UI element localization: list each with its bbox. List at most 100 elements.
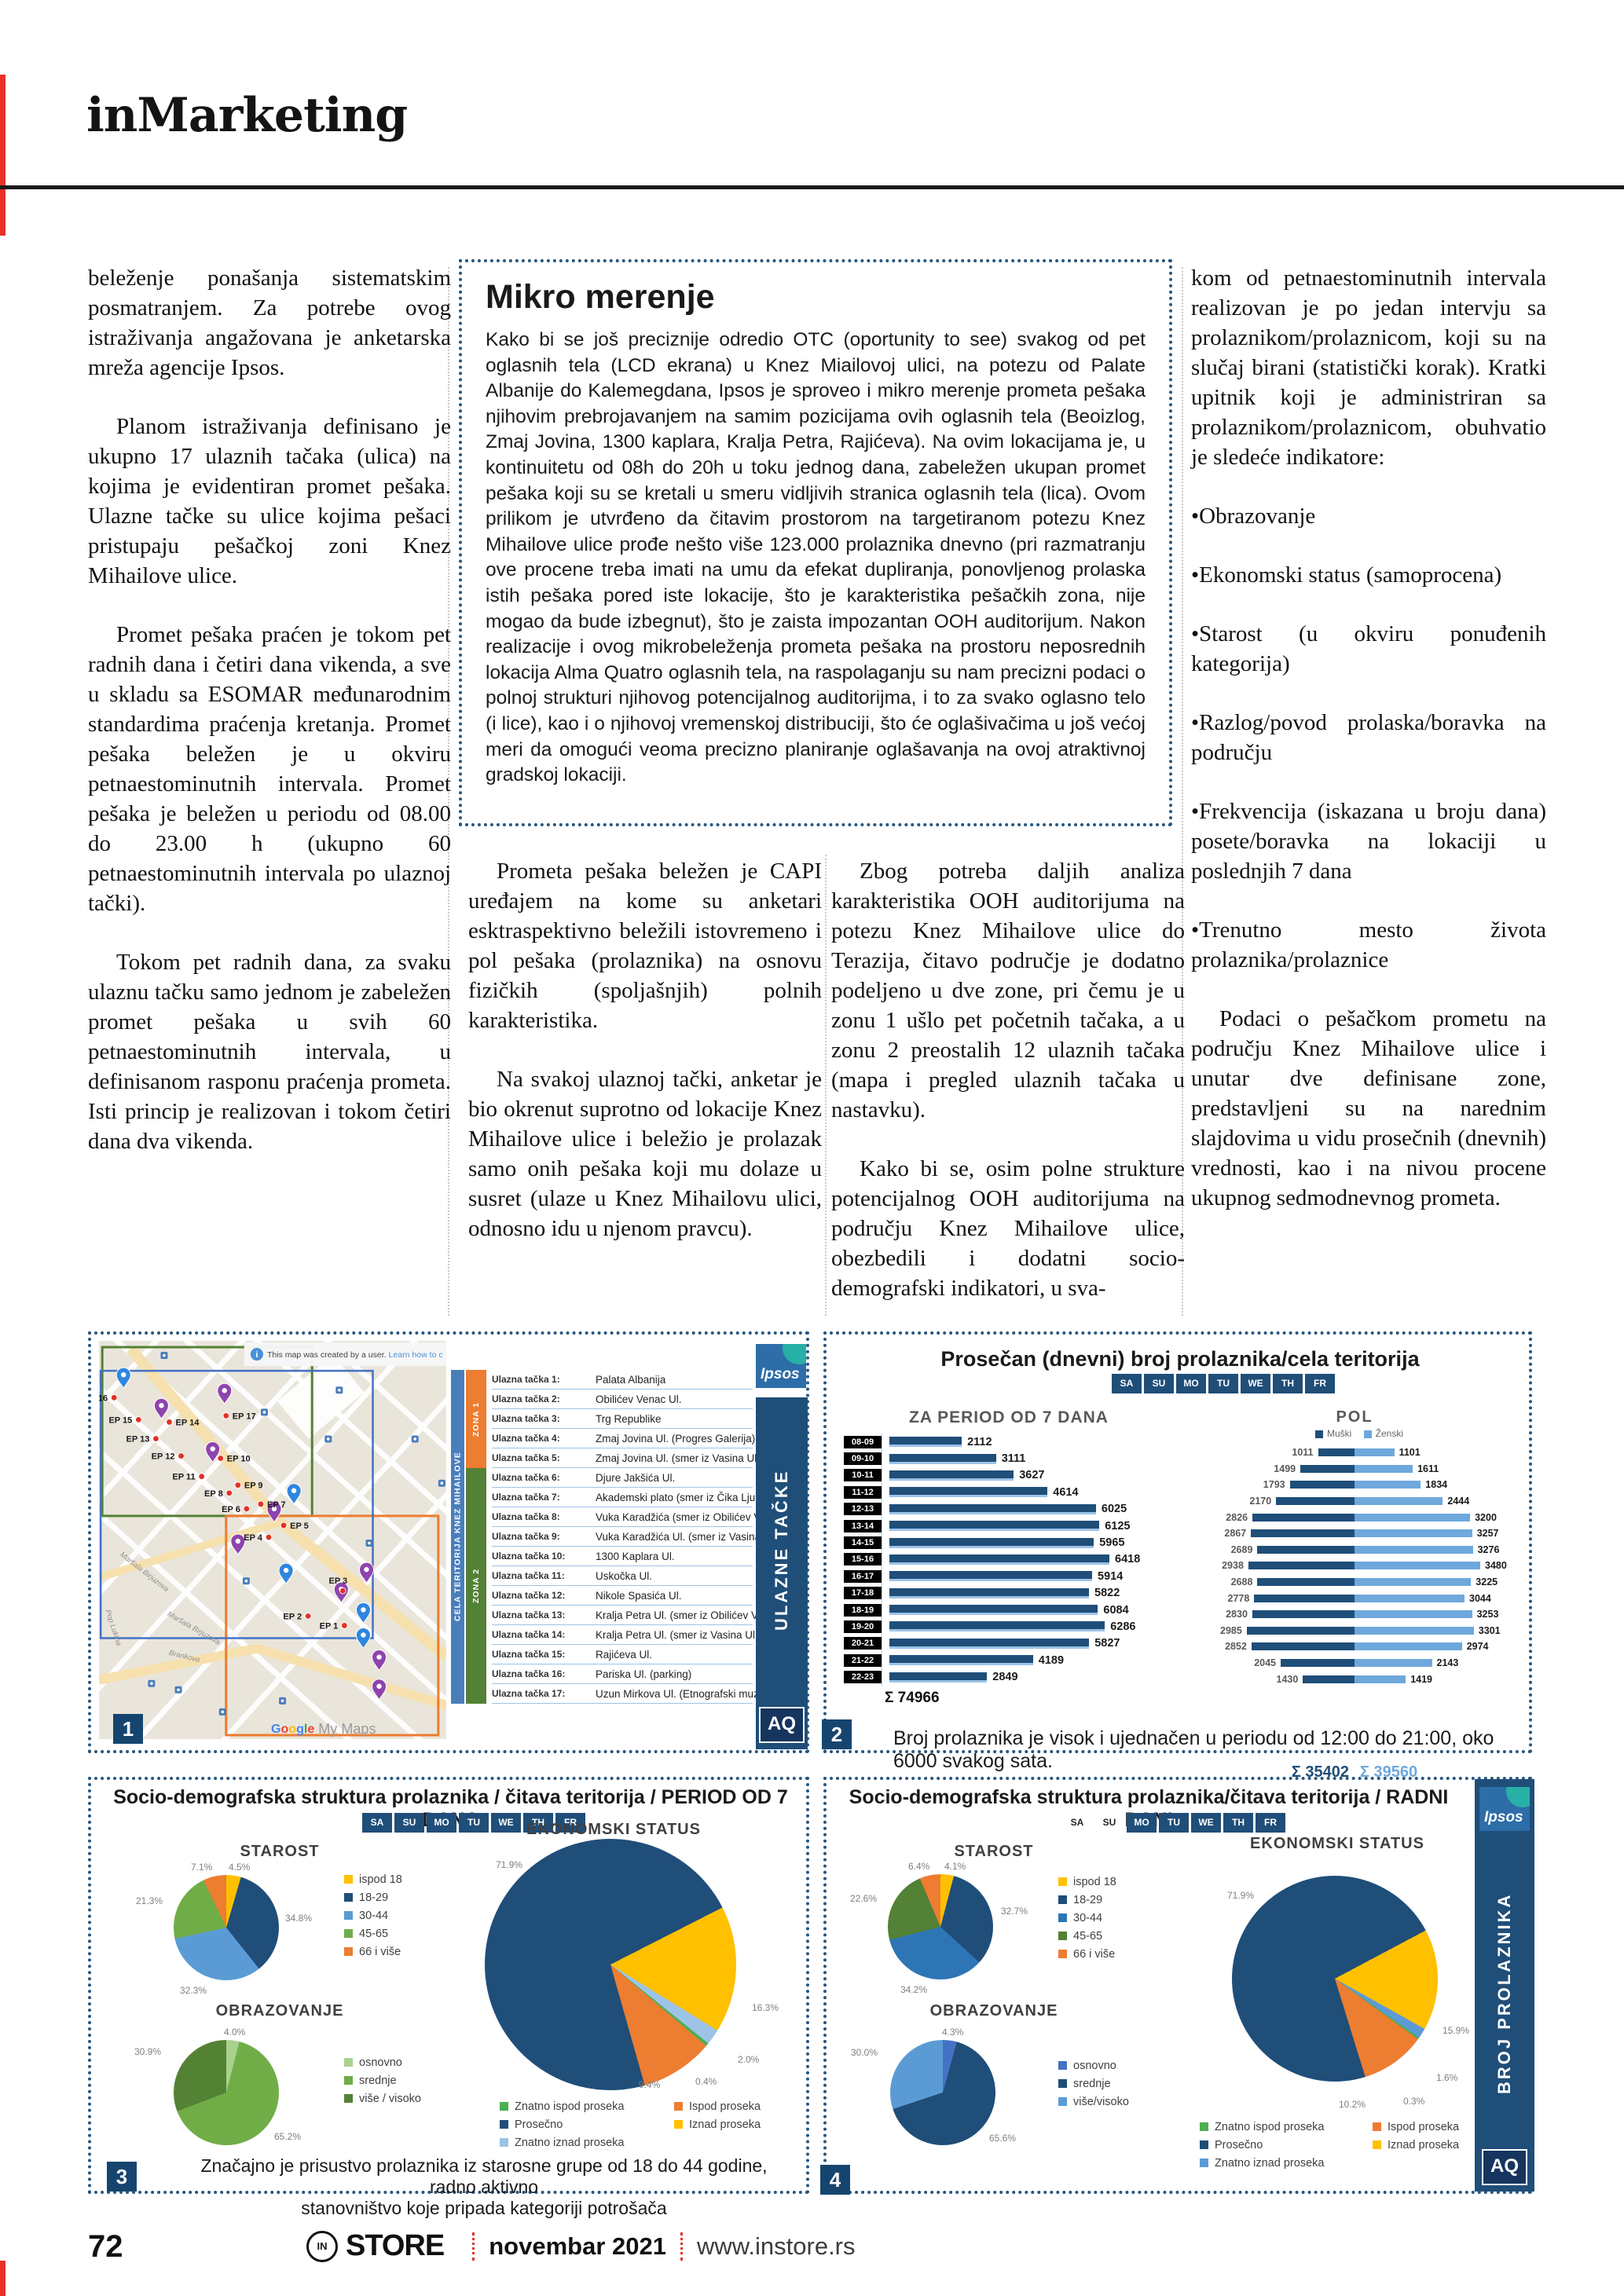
zone-bar-whole-territory: CELA TERITORIJA KNEZ MIHAILOVE — [451, 1370, 464, 1704]
legend-swatch — [1058, 1932, 1067, 1940]
svg-text:i: i — [255, 1350, 258, 1360]
bar-row: 18-19 6084 — [844, 1602, 1226, 1618]
male-value: 2045 — [1254, 1657, 1276, 1669]
zone-bar-zone2: ZONA 2 — [466, 1468, 486, 1704]
figure-socio-demo-workdays: Socio-demografska struktura prolaznika/č… — [820, 1777, 1534, 2195]
pie-legend: osnovno srednje više / visoko — [344, 2053, 421, 2107]
ipsos-logo: Ipsos — [756, 1344, 806, 1388]
female-value: 3257 — [1476, 1528, 1499, 1540]
entry-point-label: EP 15 — [108, 1415, 132, 1425]
header-rule — [0, 185, 1624, 189]
male-value: 2985 — [1220, 1624, 1242, 1636]
day-tabs: SA SU MO TU WE TH FR — [1112, 1374, 1337, 1393]
pie-obrazovanje: 4.0% 65.2% 30.9% — [134, 2027, 301, 2145]
paragraph: Tokom pet radnih dana, za svaku ulaznu t… — [88, 950, 451, 1154]
legend-swatch — [344, 1875, 353, 1884]
sidebar-broj-prolaznika: Ipsos BROJ PROLAZNIKA AQ — [1475, 1779, 1534, 2192]
bar-value: 6025 — [1101, 1503, 1127, 1516]
pie-legend: ispod 18 18-29 30-44 45-65 66 i više — [344, 1870, 402, 1961]
female-bar — [1355, 1464, 1413, 1473]
entry-point-dot — [222, 1412, 229, 1419]
legend-item: 45-65 — [1058, 1927, 1116, 1945]
bar-value: 3627 — [1019, 1469, 1045, 1482]
paragraph: Podaci o pešačkom prometu na području Kn… — [1191, 1006, 1546, 1210]
time-slot-label: 09-10 — [844, 1452, 882, 1466]
map-marker-purple — [371, 1650, 387, 1672]
female-value: 3253 — [1476, 1609, 1499, 1620]
footer-separator — [472, 2232, 475, 2261]
gender-bar-row: 1011 1101 — [1182, 1445, 1527, 1461]
bar — [889, 1521, 1100, 1532]
sum-labels: Σ 35402 Σ 39560 — [1291, 1763, 1418, 1781]
time-slot-label: 15-16 — [844, 1553, 882, 1566]
legend-swatch — [1200, 2159, 1208, 2167]
entry-point-dot — [198, 1473, 205, 1480]
pie-legend: ispod 18 18-29 30-44 45-65 66 i više — [1058, 1873, 1116, 1963]
legend-swatch — [1058, 1950, 1067, 1958]
entry-point-row: Ulazna tačka 6: Djure Jakšića Ul. — [492, 1468, 753, 1488]
legend-item: 45-65 — [344, 1924, 402, 1943]
legend-swatch — [344, 1893, 353, 1902]
day-tab-tu: TU — [1159, 1813, 1189, 1833]
entry-point-row: Ulazna tačka 15: Rajićeva Ul. — [492, 1645, 753, 1664]
day-tab-we: WE — [1191, 1813, 1221, 1833]
gender-bar-row: 2170 2444 — [1182, 1493, 1527, 1510]
bar-value: 6418 — [1115, 1553, 1141, 1566]
female-bar — [1355, 1642, 1462, 1651]
male-bar — [1276, 1497, 1355, 1506]
time-slot-label: 16-17 — [844, 1569, 882, 1583]
bar-row: 17-18 5822 — [844, 1585, 1226, 1602]
bar — [889, 1621, 1105, 1632]
legend-item: više/visoko — [1058, 2093, 1129, 2111]
entry-point-dot — [152, 1435, 159, 1442]
bullet-item: •Ekonomski status (samoprocena) — [1191, 562, 1502, 588]
male-bar — [1300, 1464, 1355, 1473]
male-bar — [1251, 1529, 1355, 1538]
bar-row: 22-23 2849 — [844, 1668, 1226, 1685]
pie-chart — [174, 2040, 279, 2145]
google-my-maps-watermark: Google My Maps — [271, 1721, 376, 1737]
male-bar — [1248, 1562, 1355, 1570]
entry-point-row: Ulazna tačka 14: Kralja Petra Ul. (smer i… — [492, 1625, 761, 1645]
chart-legend: Muški Ženski — [1182, 1428, 1527, 1439]
entry-point-dot — [339, 1587, 346, 1595]
male-value: 1430 — [1276, 1673, 1299, 1685]
page-number: 72 — [88, 2229, 123, 2264]
gender-bar-row: 2830 3253 — [1182, 1606, 1527, 1623]
time-slot-label: 21-22 — [844, 1653, 882, 1667]
legend-item: 18-29 — [1058, 1891, 1116, 1909]
pie-legend: Ispod proseka Iznad proseka — [1373, 2118, 1459, 2154]
map-plaza — [277, 1354, 365, 1439]
bullet-item: •Trenutno mesto života prolaznika/prolaz… — [1191, 917, 1546, 972]
map-marker-blue — [278, 1562, 294, 1585]
entry-point-label: EP 10 — [227, 1455, 251, 1464]
legend-item: Iznad proseka — [674, 2115, 761, 2133]
legend-swatch — [1200, 2140, 1208, 2149]
entry-point-dot — [135, 1416, 142, 1423]
bullet-item: •Razlog/povod prolaska/boravka na područ… — [1191, 710, 1546, 765]
day-tab-sa: SA — [1070, 1817, 1084, 1828]
entry-point-dot — [265, 1533, 273, 1541]
bar-value: 6286 — [1110, 1620, 1136, 1633]
legend-item: Znatno iznad proseka — [500, 2133, 624, 2151]
bar-row: 21-22 4189 — [844, 1652, 1226, 1668]
gender-bar-row: 2045 2143 — [1182, 1655, 1527, 1672]
female-bar — [1355, 1497, 1443, 1506]
legend-swatch — [500, 2138, 508, 2147]
female-value: 3225 — [1476, 1576, 1498, 1588]
entry-point-row: Ulazna tačka 13: Kralja Petra Ul. (smer i… — [492, 1606, 784, 1625]
svg-text:Google: Google — [271, 1722, 314, 1736]
bar-row: 20-21 5827 — [844, 1635, 1226, 1652]
female-value: 3276 — [1477, 1543, 1500, 1555]
bar — [889, 1554, 1109, 1565]
entry-point-dot — [243, 1505, 251, 1513]
time-slot-label: 13-14 — [844, 1519, 882, 1532]
entry-point-dot — [304, 1613, 312, 1620]
figure-entry-points-map: Brankova Maršala Birjuzova Maršala Birjuzo… — [88, 1331, 809, 1753]
legend-item: više / visoko — [344, 2089, 421, 2107]
female-value: 1834 — [1425, 1479, 1448, 1491]
legend-item: srednje — [344, 2071, 421, 2089]
map-marker-purple — [358, 1562, 375, 1584]
issue-date: novembar 2021 — [489, 2232, 666, 2260]
